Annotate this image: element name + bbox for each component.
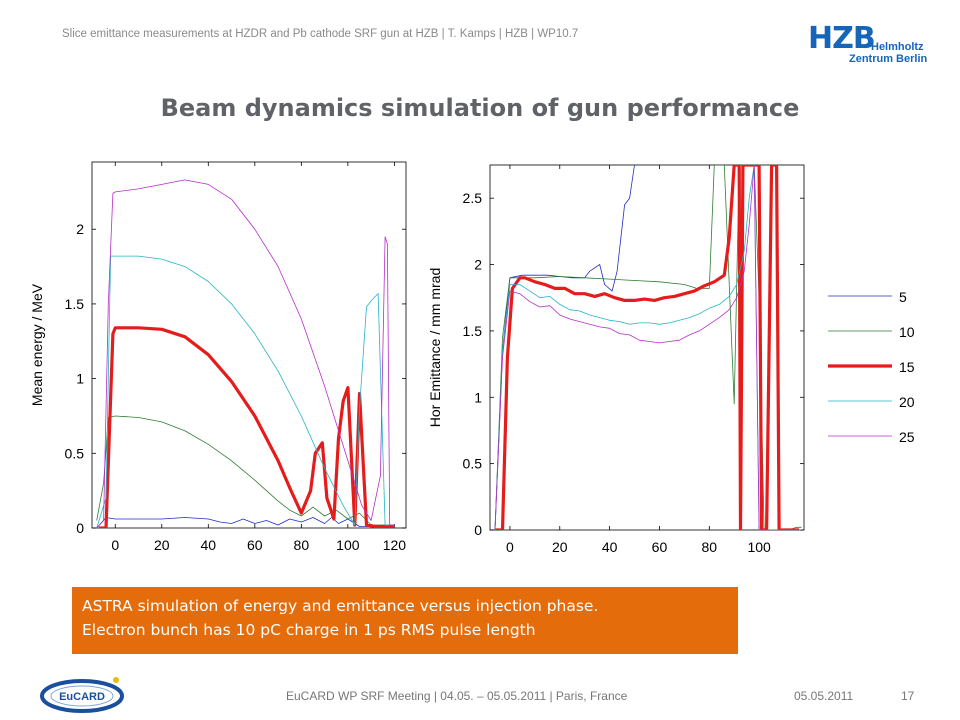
logo-subtitle-1: Helmholtz — [871, 41, 924, 53]
energy-xtick-label: 100 — [336, 537, 360, 553]
emittance-series-5 — [494, 165, 635, 530]
emittance-xtick-label: 80 — [702, 539, 718, 555]
energy-ylabel: Mean energy / MeV — [29, 283, 45, 406]
emittance-ylabel: Hor Emittance / mm mrad — [427, 268, 443, 427]
emittance-xtick-label: 20 — [552, 539, 568, 555]
energy-frame — [91, 161, 407, 529]
emittance-series-15 — [495, 165, 799, 530]
energy-xtick-label: 40 — [201, 537, 217, 553]
energy-series-group — [96, 179, 395, 528]
emittance-series-10 — [494, 165, 802, 530]
caption-line-1: ASTRA simulation of energy and emittance… — [82, 597, 599, 615]
energy-xtick-label: 0 — [111, 537, 119, 553]
energy-ytick-label: 2 — [76, 221, 84, 237]
eucard-logo-text: EuCARD — [59, 691, 105, 703]
energy-xtick-label: 80 — [294, 537, 310, 553]
emittance-ytick-label: 2 — [474, 257, 482, 273]
emittance-ytick-label: 1 — [474, 389, 482, 405]
eucard-logo: EuCARD — [40, 677, 124, 713]
emittance-chart: 0 20 40 60 80 100 0 0.5 1 1.5 2 2.5 Hor Emittance / … — [427, 164, 915, 555]
energy-series-5 — [96, 517, 395, 528]
legend-label-10: 10 — [899, 324, 915, 340]
emittance-xtick-label: 0 — [506, 539, 514, 555]
legend-label-20: 20 — [899, 394, 915, 410]
emittance-xtick-label: 100 — [747, 539, 771, 555]
emittance-frame — [489, 164, 805, 531]
emittance-xtick-label: 40 — [602, 539, 618, 555]
footer-date: 05.05.2011 — [794, 689, 854, 703]
energy-chart: 0 20 40 60 80 100 120 0 0.5 1 1.5 2 Mean energy / Me… — [29, 161, 407, 553]
emittance-ytick-label: 2.5 — [463, 190, 483, 206]
energy-xtick-label: 120 — [383, 537, 407, 553]
logo-subtitle-2: Zentrum Berlin — [849, 53, 928, 65]
page-number: 17 — [901, 689, 915, 703]
legend-label-25: 25 — [899, 429, 915, 445]
legend-label-15: 15 — [899, 359, 915, 375]
energy-series-20 — [96, 255, 395, 528]
energy-ytick-label: 1 — [76, 371, 84, 387]
energy-ytick-label: 1.5 — [65, 296, 85, 312]
legend-label-5: 5 — [899, 289, 907, 305]
emittance-xtick-label: 60 — [652, 539, 668, 555]
caption-line-2: Electron bunch has 10 pC charge in 1 ps … — [82, 621, 536, 639]
emittance-ytick-label: 0 — [474, 522, 482, 538]
emittance-series-group — [494, 165, 802, 530]
logo-mark: HZB — [808, 21, 876, 56]
energy-xtick-label: 60 — [247, 537, 263, 553]
caption-box: ASTRA simulation of energy and emittance… — [72, 587, 738, 654]
emittance-series-25 — [494, 165, 802, 530]
energy-series-25 — [96, 179, 395, 528]
hzb-logo: HZB Helmholtz Zentrum Berlin — [808, 22, 938, 66]
energy-ytick-label: 0 — [76, 520, 84, 536]
footer-meeting: EuCARD WP SRF Meeting | 04.05. – 05.05.2… — [286, 689, 628, 703]
emittance-ytick-label: 0.5 — [463, 456, 483, 472]
slide-title: Beam dynamics simulation of gun performa… — [160, 94, 800, 122]
emittance-legend: 5 10 15 20 25 — [828, 289, 915, 445]
energy-xtick-label: 20 — [154, 537, 170, 553]
emittance-ytick-label: 1.5 — [463, 323, 483, 339]
energy-series-15 — [99, 326, 395, 528]
running-header: Slice emittance measurements at HZDR and… — [62, 28, 579, 40]
energy-ytick-label: 0.5 — [65, 445, 85, 461]
emittance-series-20 — [494, 165, 802, 530]
